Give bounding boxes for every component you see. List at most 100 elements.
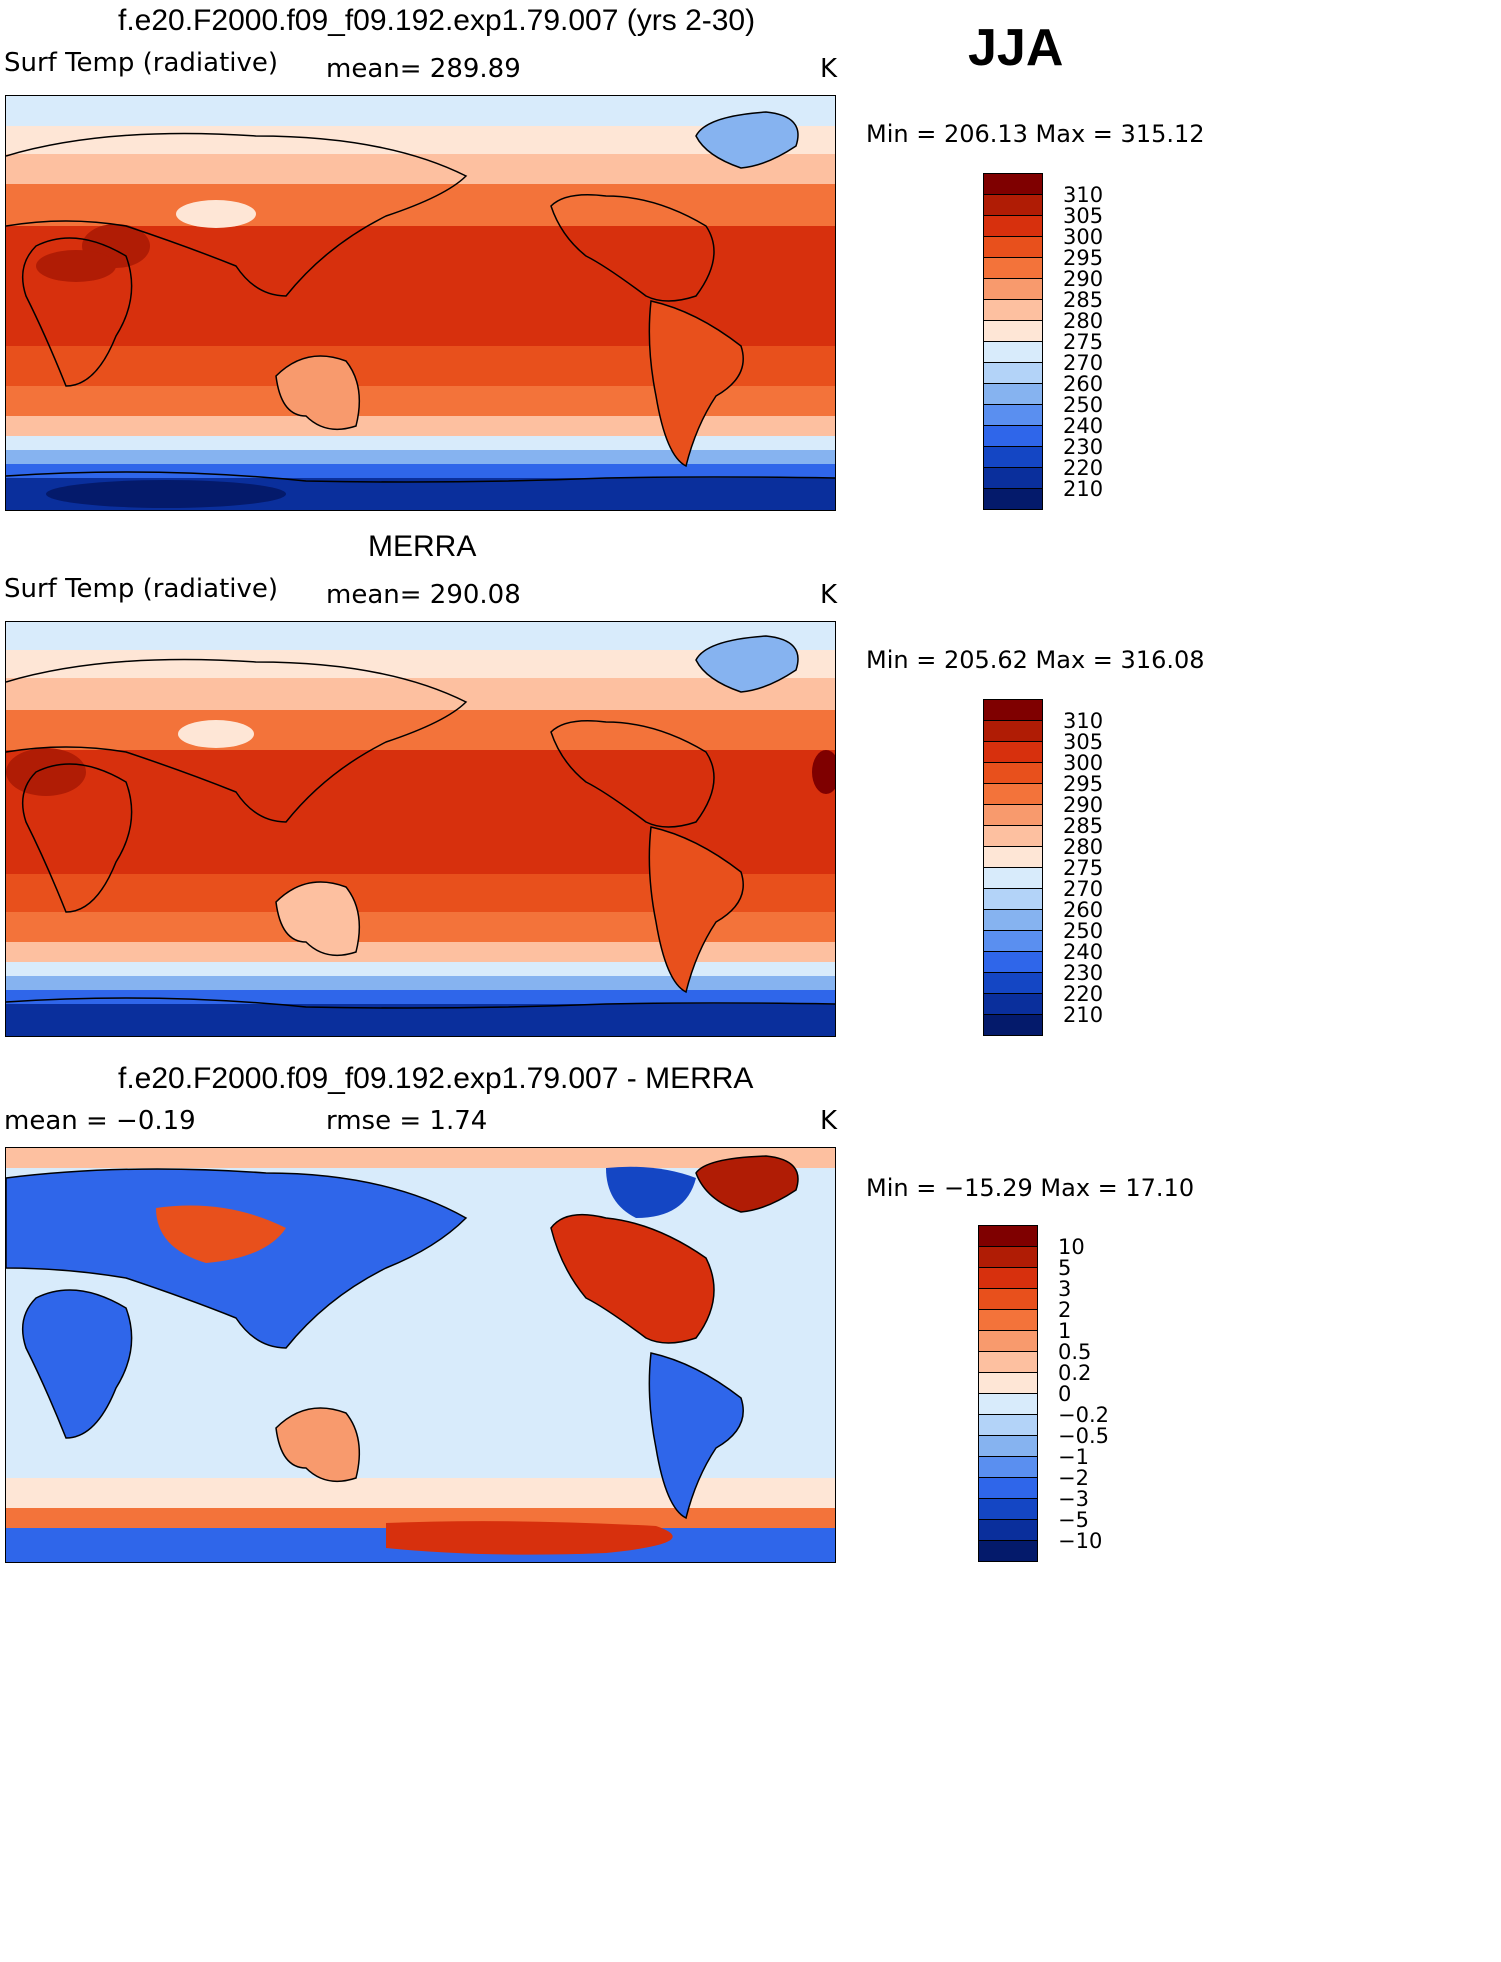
colorbar-tick-label: 0 — [1058, 1382, 1072, 1406]
colorbar-swatch — [983, 362, 1043, 384]
panel-2-title: MERRA — [368, 530, 477, 563]
colorbar-tick-label: −0.2 — [1058, 1403, 1109, 1427]
colorbar-swatch — [978, 1477, 1038, 1499]
colorbar-swatch — [978, 1456, 1038, 1478]
colorbar-tick-label: −3 — [1058, 1487, 1089, 1511]
colorbar-swatch — [983, 888, 1043, 910]
panel-2-variable-label: Surf Temp (radiative) — [4, 574, 279, 604]
colorbar-swatch — [983, 383, 1043, 405]
colorbar-swatch — [983, 173, 1043, 195]
colorbar-swatch — [978, 1498, 1038, 1520]
colorbar-tick-label: 5 — [1058, 1256, 1072, 1280]
colorbar-swatch — [983, 909, 1043, 931]
colorbar-tick-label: −5 — [1058, 1508, 1089, 1532]
colorbar-tick-label: 295 — [1063, 772, 1104, 796]
colorbar-tick-label: 305 — [1063, 730, 1104, 754]
colorbar-tick-label: 275 — [1063, 856, 1104, 880]
colorbar-swatch — [983, 972, 1043, 994]
colorbar-tick-label: 285 — [1063, 814, 1104, 838]
colorbar-swatch — [983, 467, 1043, 489]
panel-3-units-label: K — [820, 1106, 838, 1136]
colorbar-tick-label: 210 — [1063, 477, 1104, 501]
colorbar-swatch — [983, 404, 1043, 426]
colorbar-swatch — [978, 1330, 1038, 1352]
colorbar-tick-label: 260 — [1063, 898, 1104, 922]
colorbar-swatch — [983, 257, 1043, 279]
colorbar-tick-label: 0.5 — [1058, 1340, 1092, 1364]
colorbar-swatch — [983, 341, 1043, 363]
season-label: JJA — [968, 19, 1064, 77]
colorbar-swatch — [983, 699, 1043, 721]
colorbar-swatch — [983, 930, 1043, 952]
colorbar-tick-label: 1 — [1058, 1319, 1072, 1343]
colorbar-swatch — [978, 1225, 1038, 1247]
colorbar-tick-label: 10 — [1058, 1235, 1085, 1259]
panel-1-units-label: K — [820, 54, 838, 84]
colorbar-swatch — [983, 446, 1043, 468]
panel-3-mean-label: mean = −0.19 — [4, 1106, 196, 1136]
colorbar-tick-label: 290 — [1063, 793, 1104, 817]
colorbar-tick-label: 3 — [1058, 1277, 1072, 1301]
colorbar-swatch — [983, 236, 1043, 258]
panel-2-colorbar: 310 305 300 295 290 285 280 275 270 260 … — [983, 699, 1123, 1036]
colorbar-tick-label: 280 — [1063, 309, 1104, 333]
colorbar-swatch — [983, 825, 1043, 847]
colorbar-tick-label: 230 — [1063, 435, 1104, 459]
colorbar-tick-label: −0.5 — [1058, 1424, 1109, 1448]
panel-1-minmax: Min = 206.13 Max = 315.12 — [866, 120, 1205, 148]
panel-2-map — [5, 621, 836, 1037]
colorbar-swatch — [983, 320, 1043, 342]
colorbar-swatch — [983, 488, 1043, 510]
panel-3-title: f.e20.F2000.f09_f09.192.exp1.79.007 - ME… — [118, 1062, 754, 1095]
colorbar-swatch — [983, 951, 1043, 973]
colorbar-swatch — [983, 846, 1043, 868]
colorbar-tick-label: 220 — [1063, 456, 1104, 480]
panel-2-map-field — [6, 622, 835, 1036]
colorbar-swatch — [978, 1351, 1038, 1373]
panel-1-title: f.e20.F2000.f09_f09.192.exp1.79.007 (yrs… — [118, 4, 756, 37]
colorbar-tick-label: 295 — [1063, 246, 1104, 270]
panel-3-map — [5, 1147, 836, 1563]
panel-3-colorbar: 10 5 3 2 1 0.5 0.2 0 −0.2 −0.5 −1 −2 −3 … — [978, 1225, 1118, 1570]
panel-2-minmax: Min = 205.62 Max = 316.08 — [866, 646, 1205, 674]
colorbar-tick-label: 240 — [1063, 940, 1104, 964]
colorbar-tick-label: 220 — [1063, 982, 1104, 1006]
colorbar-swatch — [983, 425, 1043, 447]
colorbar-tick-label: 2 — [1058, 1298, 1072, 1322]
colorbar-swatch — [983, 804, 1043, 826]
colorbar-tick-label: 290 — [1063, 267, 1104, 291]
colorbar-swatch — [983, 867, 1043, 889]
colorbar-tick-label: −2 — [1058, 1466, 1089, 1490]
colorbar-tick-label: 210 — [1063, 1003, 1104, 1027]
colorbar-tick-label: 270 — [1063, 351, 1104, 375]
colorbar-swatch — [983, 762, 1043, 784]
colorbar-tick-label: 260 — [1063, 372, 1104, 396]
panel-2-mean-label: mean= 290.08 — [326, 580, 521, 610]
colorbar-tick-label: 310 — [1063, 183, 1104, 207]
panel-1-variable-label: Surf Temp (radiative) — [4, 48, 279, 78]
colorbar-swatch — [978, 1372, 1038, 1394]
colorbar-tick-label: −1 — [1058, 1445, 1089, 1469]
colorbar-tick-label: 300 — [1063, 225, 1104, 249]
colorbar-swatch — [983, 783, 1043, 805]
colorbar-swatch — [983, 194, 1043, 216]
colorbar-swatch — [983, 215, 1043, 237]
colorbar-tick-label: 305 — [1063, 204, 1104, 228]
colorbar-tick-label: 230 — [1063, 961, 1104, 985]
colorbar-tick-label: 275 — [1063, 330, 1104, 354]
colorbar-swatch — [983, 720, 1043, 742]
panel-1-map — [5, 95, 836, 511]
colorbar-tick-label: 250 — [1063, 393, 1104, 417]
colorbar-swatch — [983, 741, 1043, 763]
panel-1-colorbar: 310 305 300 295 290 285 280 275 270 260 … — [983, 173, 1123, 510]
panel-1-map-field — [6, 96, 835, 510]
colorbar-swatch — [983, 993, 1043, 1015]
panel-3-map-field — [6, 1148, 835, 1562]
panel-1-mean-label: mean= 289.89 — [326, 54, 521, 84]
panel-2-units-label: K — [820, 580, 838, 610]
colorbar-tick-label: −10 — [1058, 1529, 1103, 1553]
colorbar-tick-label: 240 — [1063, 414, 1104, 438]
colorbar-swatch — [978, 1540, 1038, 1562]
colorbar-tick-label: 300 — [1063, 751, 1104, 775]
panel-3-minmax: Min = −15.29 Max = 17.10 — [866, 1174, 1195, 1202]
